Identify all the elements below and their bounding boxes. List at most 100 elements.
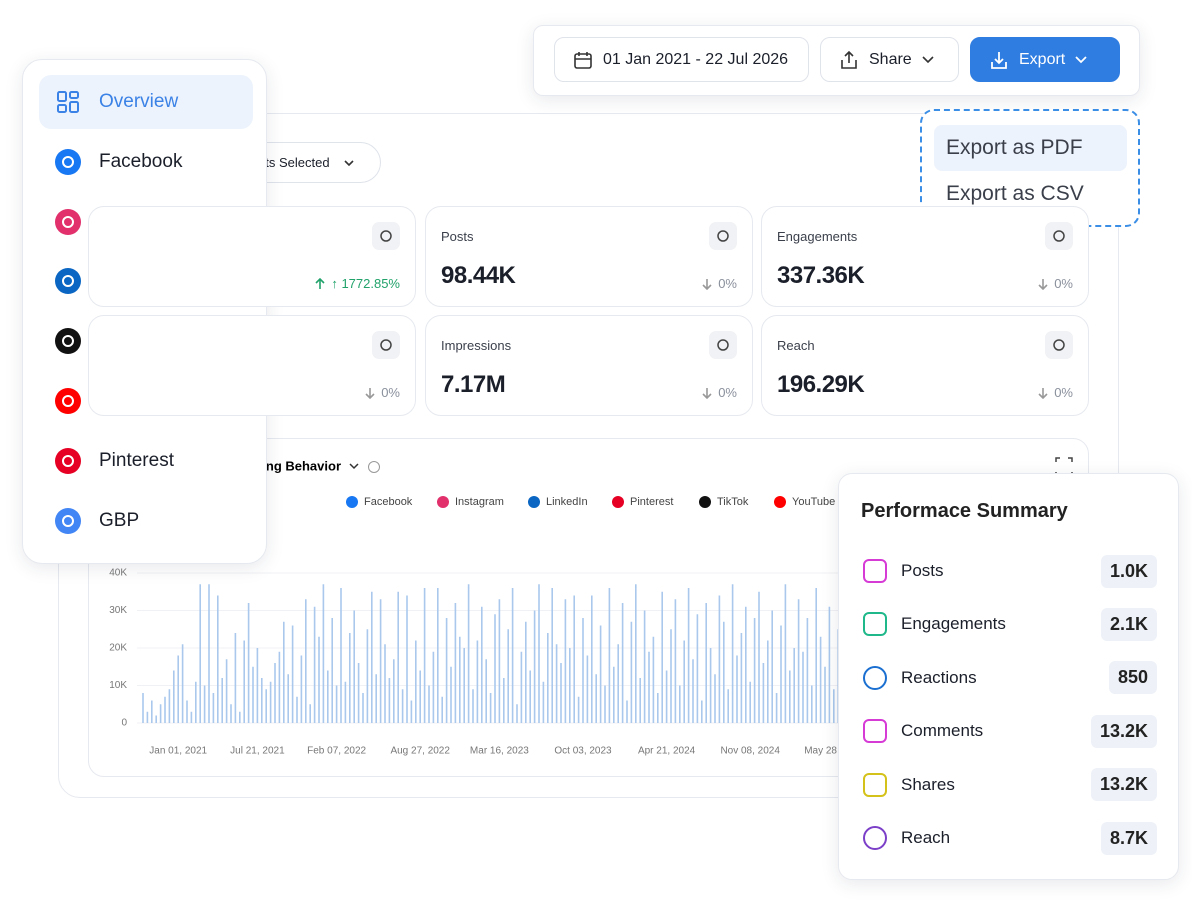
bar (406, 595, 408, 723)
sidebar-item[interactable]: Pinterest (39, 434, 253, 488)
metric-card: 0% (88, 315, 416, 416)
bar (701, 700, 703, 723)
bar (635, 584, 637, 723)
bar (212, 693, 215, 723)
metric-change: 0% (1038, 385, 1073, 400)
bar (349, 633, 351, 723)
summary-value: 13.2K (1090, 768, 1157, 802)
bar (432, 651, 435, 723)
expand-icon[interactable] (1055, 457, 1073, 477)
summary-row: Reactions 850 (861, 660, 1157, 696)
summary-icon (861, 771, 901, 799)
y-tick-label: 30K (109, 605, 127, 616)
platform-icon (55, 447, 81, 474)
bar (221, 678, 223, 723)
bar (203, 685, 206, 723)
bar (806, 618, 809, 723)
platform-icon (55, 388, 81, 414)
bar (322, 584, 325, 723)
bar (705, 603, 707, 723)
bar (208, 584, 210, 723)
bar (679, 685, 681, 723)
summary-icon (861, 717, 901, 745)
chevron (922, 55, 934, 63)
bar (775, 693, 778, 723)
bar (375, 674, 377, 723)
performance-summary: Performace Summary Posts 1.0K Engagements 2… (838, 473, 1179, 880)
bar (560, 663, 562, 723)
bar (384, 644, 386, 723)
bar (665, 670, 668, 723)
bar (428, 685, 430, 723)
metric-change: 0% (365, 385, 400, 400)
bar (485, 659, 487, 723)
legend-label: YouTube (792, 496, 835, 508)
bar (824, 666, 826, 723)
bar (494, 614, 496, 723)
metric-value: 337.36K (777, 262, 865, 289)
metric-label: Reach (777, 338, 815, 353)
menu-item[interactable]: Export as PDF (934, 125, 1127, 171)
bar (454, 603, 457, 723)
x-tick-label: Oct 03, 2023 (554, 746, 612, 757)
bar (569, 648, 571, 723)
bar (313, 606, 316, 723)
bar (309, 704, 311, 723)
export-label: Export (1019, 50, 1066, 68)
bar (516, 704, 518, 723)
bar (652, 636, 655, 723)
bar (151, 700, 153, 723)
bar (274, 663, 276, 723)
bar (648, 651, 650, 723)
summary-row: Comments 13.2K (861, 713, 1157, 749)
bar (450, 666, 452, 723)
bar (630, 621, 633, 723)
export-button[interactable]: Export (970, 37, 1120, 82)
bar (371, 591, 373, 723)
bar (670, 629, 672, 723)
bar (186, 700, 188, 723)
platform-icon (55, 208, 81, 235)
sidebar: OverviewFacebookInstagramLinkedInTikTokY… (22, 59, 267, 564)
date-range-button[interactable]: 01 Jan 2021 - 22 Jul 2026 (554, 37, 809, 82)
bar (437, 588, 439, 723)
toolbar: 01 Jan 2021 - 22 Jul 2026 Share Export (533, 25, 1140, 96)
summary-title: Performace Summary (861, 500, 1068, 522)
sidebar-item[interactable]: Facebook (39, 135, 253, 189)
menu-item[interactable]: Export as CSV (946, 182, 1084, 205)
bar (767, 640, 769, 723)
bar (366, 629, 369, 723)
bar (586, 655, 589, 723)
bar (577, 696, 580, 723)
platform-icon (55, 89, 81, 115)
bar (256, 648, 259, 723)
share-button[interactable]: Share (820, 37, 959, 82)
sidebar-item[interactable]: Overview (39, 75, 253, 129)
metric-change: 0% (702, 276, 737, 291)
legend-label: Facebook (364, 496, 413, 508)
metric-value: 196.29K (777, 371, 865, 398)
bar (278, 651, 281, 723)
bar (225, 659, 228, 723)
summary-row: Engagements 2.1K (861, 606, 1157, 642)
summary-label: Comments (901, 721, 984, 741)
bar (683, 640, 685, 723)
bar (234, 633, 237, 723)
legend-icon (437, 496, 449, 508)
bar (599, 625, 602, 723)
y-tick-label: 0 (121, 718, 127, 729)
chevron (343, 159, 354, 166)
metric-change-text: 0% (718, 385, 737, 400)
bar (481, 606, 483, 723)
bar (547, 633, 549, 723)
legend-label: TikTok (717, 496, 749, 508)
metric-icon (372, 331, 400, 359)
sidebar-item[interactable]: GBP (39, 494, 253, 548)
bar (247, 603, 250, 723)
bar (595, 674, 597, 723)
bar (331, 618, 333, 723)
bar (661, 591, 663, 723)
metric-change: ↑ 1772.85% (315, 276, 400, 291)
bar (305, 599, 307, 723)
sidebar-label: Facebook (99, 150, 183, 172)
